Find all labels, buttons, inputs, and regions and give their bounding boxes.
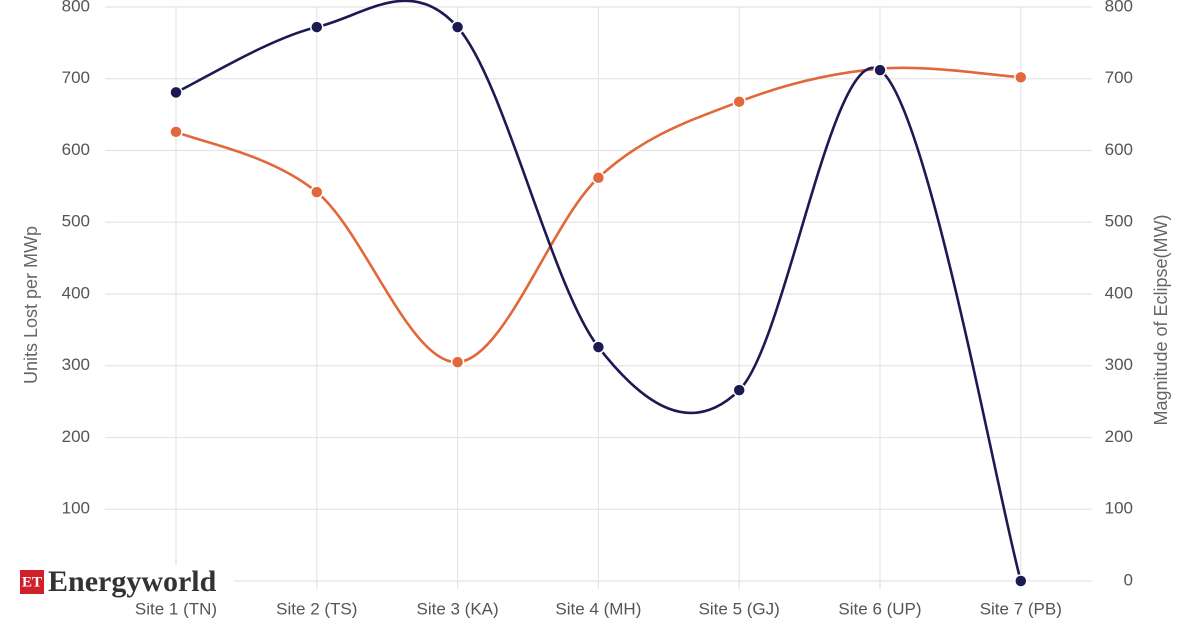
- y2-tick-label: 200: [1105, 427, 1133, 446]
- y2-axis-title: Magnitude of Eclipse(MW): [1151, 214, 1171, 425]
- data-point: [310, 185, 324, 199]
- y-tick-label: 100: [62, 499, 90, 518]
- y-tick-label: 200: [62, 427, 90, 446]
- data-point: [1014, 70, 1028, 85]
- series-line: [175, 0, 1023, 582]
- brand-logo: ET Energyworld: [14, 565, 234, 603]
- data-point: [169, 125, 183, 139]
- x-tick-label: Site 6 (UP): [838, 599, 921, 618]
- x-tick-label: Site 2 (TS): [276, 599, 357, 618]
- logo-background: [14, 565, 234, 603]
- logo-name: Energyworld: [48, 565, 217, 598]
- y-tick-label: 700: [62, 68, 90, 87]
- x-tick-label: Site 3 (KA): [416, 599, 498, 618]
- data-point: [450, 20, 465, 34]
- y-tick-label: 600: [62, 140, 90, 159]
- y-axis-title: Units Lost per MWp: [21, 226, 41, 384]
- data-point: [169, 85, 183, 100]
- data-point: [732, 94, 746, 109]
- y2-tick-label: 400: [1105, 283, 1133, 302]
- data-point: [310, 20, 324, 34]
- x-tick-label: Site 4 (MH): [555, 599, 641, 618]
- data-point: [450, 355, 465, 369]
- y2-tick-label: 700: [1105, 68, 1133, 87]
- y-tick-label: 800: [62, 0, 90, 15]
- data-point: [732, 383, 746, 397]
- y-tick-label: 300: [62, 355, 90, 374]
- y2-tick-label: 500: [1105, 212, 1133, 231]
- y-tick-label: 400: [62, 283, 90, 302]
- x-tick-label: Site 7 (PB): [980, 599, 1062, 618]
- y2-tick-label: 800: [1105, 0, 1133, 15]
- data-point: [591, 171, 606, 185]
- data-point: [873, 63, 887, 77]
- y2-tick-label: 0: [1124, 570, 1133, 589]
- y2-tick-label: 100: [1105, 499, 1133, 518]
- x-tick-label: Site 1 (TN): [135, 599, 217, 618]
- x-tick-label: Site 5 (GJ): [699, 599, 780, 618]
- y2-tick-label: 300: [1105, 355, 1133, 374]
- data-point: [1014, 574, 1028, 588]
- y2-tick-label: 600: [1105, 140, 1133, 159]
- logo-badge-text: ET: [22, 574, 42, 590]
- plot-area: 0100200300400500600700800010020030040050…: [62, 0, 1133, 618]
- y-tick-label: 500: [62, 212, 90, 231]
- logo-badge: [20, 570, 44, 594]
- data-point: [591, 340, 606, 354]
